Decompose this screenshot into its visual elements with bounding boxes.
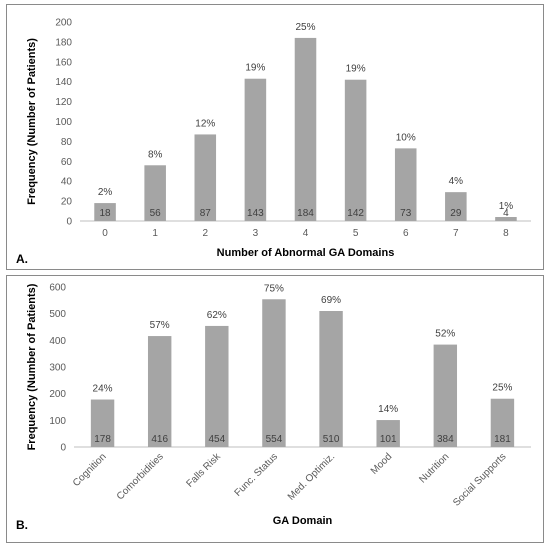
y-axis-title: Frequency (Number of Patients) — [26, 283, 38, 450]
y-tick-label: 140 — [55, 77, 72, 88]
percent-label: 8% — [148, 149, 163, 160]
y-tick-label: 100 — [49, 416, 66, 427]
x-tick-label: Comorbidities — [115, 451, 166, 502]
y-tick-label: 500 — [49, 309, 66, 320]
percent-label: 75% — [264, 283, 284, 294]
bar-value-label: 87 — [200, 208, 212, 219]
chart-panel-b: 0 100 200 300 400 500 600 24% 178 Cognition 57% 416… — [6, 275, 544, 543]
bar-value-label: 178 — [94, 434, 111, 445]
y-tick-label: 60 — [61, 157, 73, 168]
x-tick-label: Cognition — [71, 451, 109, 489]
x-tick-label: Social Supports — [451, 451, 508, 508]
y-tick-label: 20 — [61, 197, 73, 208]
x-tick-label: 3 — [253, 228, 259, 239]
y-tick-label: 200 — [49, 389, 66, 400]
bar — [294, 37, 317, 221]
bar-value-label: 29 — [450, 208, 462, 219]
y-tick-label: 120 — [55, 97, 72, 108]
x-tick-label: 8 — [503, 228, 509, 239]
bar-value-label: 4 — [503, 208, 509, 219]
y-tick-label: 0 — [66, 217, 72, 228]
bar-value-label: 143 — [247, 208, 264, 219]
bar — [394, 148, 417, 221]
bar — [319, 311, 343, 447]
bar-value-label: 416 — [151, 434, 168, 445]
x-tick-label: Nutrition — [417, 451, 451, 485]
bar — [90, 399, 115, 447]
bar-value-label: 73 — [400, 208, 412, 219]
percent-label: 69% — [321, 295, 341, 306]
bar-value-label: 184 — [297, 208, 314, 219]
x-tick-label: 7 — [453, 228, 459, 239]
y-tick-label: 600 — [49, 283, 66, 294]
x-axis-title: GA Domain — [273, 515, 333, 527]
percent-label: 14% — [378, 404, 398, 415]
bar — [244, 78, 267, 221]
panel-label: A. — [16, 252, 28, 266]
y-axis-title: Frequency (Number of Patients) — [26, 38, 38, 205]
percent-label: 19% — [346, 64, 366, 75]
x-axis-title: Number of Abnormal GA Domains — [217, 247, 395, 259]
percent-label: 52% — [435, 329, 455, 340]
percent-label: 24% — [93, 384, 113, 395]
y-tick-label: 40 — [61, 177, 73, 188]
bar-value-label: 510 — [323, 434, 340, 445]
bar-value-label: 142 — [347, 208, 364, 219]
y-tick-label: 100 — [55, 117, 72, 128]
x-tick-label: Med. Optimiz. — [286, 451, 337, 502]
percent-label: 4% — [449, 176, 464, 187]
bar — [344, 79, 367, 222]
bar — [94, 203, 116, 221]
bar — [495, 217, 517, 221]
bar-value-label: 101 — [380, 434, 397, 445]
bar — [490, 398, 515, 447]
x-tick-label: Mood — [369, 451, 394, 476]
chart-a-svg: 0204060801001201401601802002%1808%56112%… — [16, 18, 531, 266]
y-tick-label: 300 — [49, 363, 66, 374]
y-tick-label: 0 — [60, 443, 66, 454]
y-tick-label: 200 — [55, 18, 72, 29]
x-tick-label: 5 — [353, 228, 359, 239]
panel-label: B. — [16, 518, 28, 532]
bar-value-label: 454 — [208, 434, 225, 445]
bar-value-label: 384 — [437, 434, 454, 445]
x-tick-label: Falls Risk — [185, 451, 224, 490]
bar — [433, 344, 458, 447]
bar — [147, 336, 172, 447]
x-tick-label: Func. Status — [233, 451, 280, 498]
bar — [262, 299, 286, 447]
bar-value-label: 181 — [494, 434, 511, 445]
x-tick-label: 4 — [303, 228, 309, 239]
percent-label: 62% — [207, 310, 227, 321]
chart-panel-a: 0 20 40 60 80 100 120 140 160 180 200 2% 18 0 8% 56 1 12%… — [6, 4, 544, 270]
y-tick-label: 180 — [55, 37, 72, 48]
percent-label: 2% — [98, 187, 113, 198]
percent-label: 25% — [295, 22, 315, 33]
x-tick-label: 2 — [202, 228, 208, 239]
bar-value-label: 554 — [266, 434, 283, 445]
bar — [376, 420, 400, 447]
x-tick-label: 1 — [152, 228, 158, 239]
y-tick-label: 80 — [61, 137, 73, 148]
y-tick-label: 160 — [55, 57, 72, 68]
percent-label: 10% — [396, 132, 416, 143]
bar — [205, 325, 229, 447]
percent-label: 12% — [195, 118, 215, 129]
percent-label: 25% — [492, 383, 512, 394]
percent-label: 57% — [150, 320, 170, 331]
bar-value-label: 56 — [150, 208, 162, 219]
bar-value-label: 18 — [99, 208, 111, 219]
x-tick-label: 6 — [403, 228, 409, 239]
percent-label: 19% — [245, 63, 265, 74]
x-tick-label: 0 — [102, 228, 108, 239]
bar — [194, 134, 217, 221]
y-tick-label: 400 — [49, 336, 66, 347]
bar — [144, 165, 166, 221]
bar — [445, 192, 467, 221]
percent-label: 1% — [499, 201, 514, 212]
chart-b-svg: 0 100 200 300 400 500 600 24% 178 Cognition 57% 416… — [16, 283, 531, 532]
